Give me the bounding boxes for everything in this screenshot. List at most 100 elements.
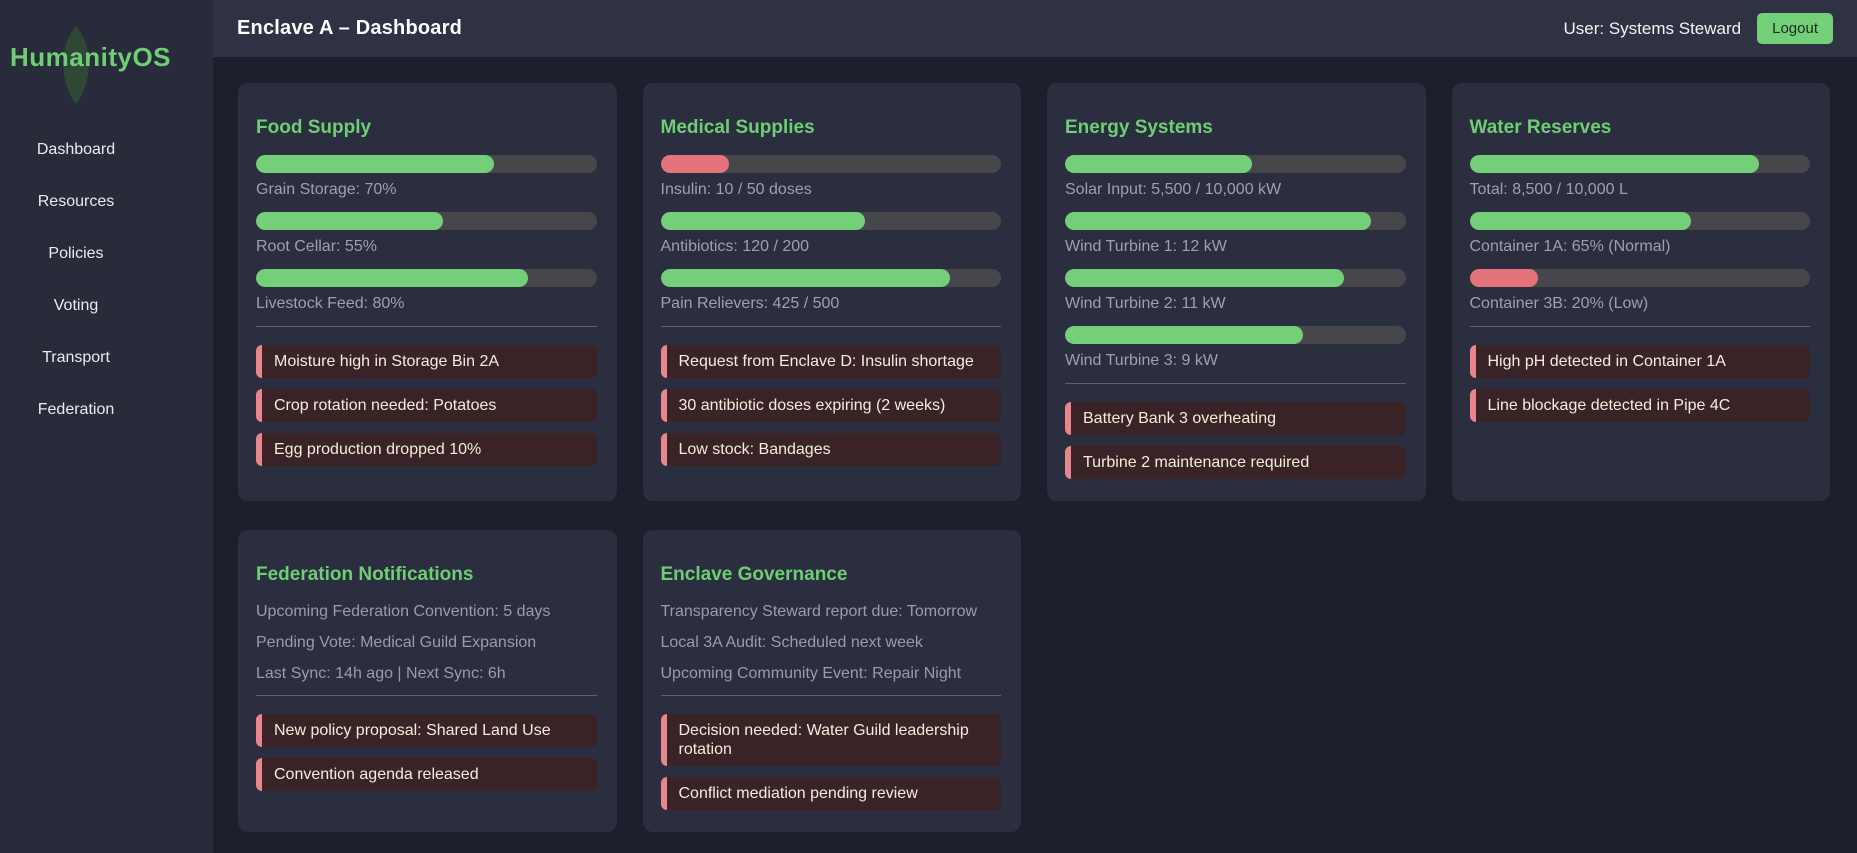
alert-item: Convention agenda released [256,758,597,791]
progress-bar-fill [256,212,444,230]
progress-bar-label: Wind Turbine 3: 9 kW [1065,352,1218,369]
card-energy-systems: Energy Systems Solar Input: 5,500 / 10,0… [1047,83,1426,501]
card-title: Water Reserves [1469,117,1612,138]
card-divider [1469,326,1810,327]
progress-bar-track [1065,212,1406,230]
sidebar-item-federation[interactable]: Federation [37,401,115,418]
progress-bar-label: Solar Input: 5,500 / 10,000 kW [1065,181,1282,198]
progress-block: Root Cellar: 55% [256,212,597,256]
card-food-supply: Food Supply Grain Storage: 70% Root Cella… [238,83,617,501]
alert-item: Battery Bank 3 overheating [1065,402,1406,435]
progress-bar-fill [1469,155,1759,173]
progress-bar-label: Container 3B: 20% (Low) [1469,295,1649,312]
leaf-icon [63,26,89,104]
sidebar-nav: Dashboard Resources Policies Voting Tran… [0,124,152,436]
card-bars: Total: 8,500 / 10,000 L Container 1A: 65%… [1469,155,1810,313]
progress-bar-label: Container 1A: 65% (Normal) [1469,238,1671,255]
progress-bar-track [660,212,1001,230]
card-medical-supplies: Medical Supplies Insulin: 10 / 50 doses A… [642,83,1021,501]
progress-block: Container 1A: 65% (Normal) [1469,212,1810,256]
progress-block: Wind Turbine 3: 9 kW [1065,326,1406,370]
progress-bar-label: Insulin: 10 / 50 doses [660,181,812,198]
alert-item: Egg production dropped 10% [256,433,597,466]
header-right: User: Systems Steward Logout [1564,13,1833,44]
progress-bar-fill [256,155,495,173]
progress-bar-fill [256,269,529,287]
progress-block: Livestock Feed: 80% [256,269,597,313]
sidebar-item-transport[interactable]: Transport [42,349,110,366]
progress-block: Pain Relievers: 425 / 500 [660,269,1001,313]
card-enclave-governance: Enclave Governance Transparency Steward … [642,530,1021,832]
card-title: Federation Notifications [256,564,474,585]
info-line: Last Sync: 14h ago | Next Sync: 6h [256,665,506,682]
card-title: Food Supply [256,117,372,138]
card-alerts: Battery Bank 3 overheating Turbine 2 main… [1065,402,1406,479]
alert-item: Turbine 2 maintenance required [1065,446,1406,479]
alert-item: Request from Enclave D: Insulin shortage [660,345,1001,378]
alert-item: Moisture high in Storage Bin 2A [256,345,597,378]
progress-bar-fill [1469,269,1538,287]
progress-block: Wind Turbine 1: 12 kW [1065,212,1406,256]
progress-bar-label: Pain Relievers: 425 / 500 [660,295,840,312]
progress-block: Solar Input: 5,500 / 10,000 kW [1065,155,1406,199]
info-line: Transparency Steward report due: Tomorro… [660,603,978,620]
card-title: Enclave Governance [660,564,848,585]
alert-item: Crop rotation needed: Potatoes [256,389,597,422]
sidebar-item-voting[interactable]: Voting [53,297,99,314]
progress-bar-label: Total: 8,500 / 10,000 L [1469,181,1628,198]
alert-item: High pH detected in Container 1A [1469,345,1810,378]
progress-bar-fill [660,212,865,230]
progress-bar-track [256,155,597,173]
progress-bar-fill [1469,212,1691,230]
sidebar-item-resources[interactable]: Resources [37,193,115,210]
app-logo: HumanityOS [0,0,213,112]
card-info: Transparency Steward report due: Tomorro… [661,602,1002,683]
progress-block: Wind Turbine 2: 11 kW [1065,269,1406,313]
card-water-reserves: Water Reserves Total: 8,500 / 10,000 L Co… [1451,83,1830,501]
card-alerts: Request from Enclave D: Insulin shortage… [660,345,1001,466]
alert-item: Conflict mediation pending review [660,777,1001,810]
progress-bar-label: Livestock Feed: 80% [256,295,405,312]
card-divider [660,326,1001,327]
progress-bar-fill [1065,269,1345,287]
card-bars: Grain Storage: 70% Root Cellar: 55% Livest… [256,155,597,313]
card-federation-notifications: Federation Notifications Upcoming Federa… [238,530,617,832]
card-alerts: Moisture high in Storage Bin 2A Crop rota… [256,345,597,466]
progress-bar-label: Grain Storage: 70% [256,181,397,198]
info-line: Upcoming Community Event: Repair Night [660,665,962,682]
main-area: Food Supply Grain Storage: 70% Root Cella… [213,57,1857,853]
header: Enclave A – Dashboard User: Systems Stew… [213,0,1857,57]
progress-bar-track [1469,212,1810,230]
progress-bar-label: Wind Turbine 2: 11 kW [1065,295,1226,312]
card-alerts: High pH detected in Container 1A Line blo… [1469,345,1810,422]
alert-item: Low stock: Bandages [660,433,1001,466]
progress-block: Container 3B: 20% (Low) [1469,269,1810,313]
progress-block: Insulin: 10 / 50 doses [660,155,1001,199]
alert-item: Line blockage detected in Pipe 4C [1469,389,1810,422]
progress-bar-fill [660,269,950,287]
progress-bar-track [1065,155,1406,173]
progress-bar-track [256,269,597,287]
progress-bar-fill [1065,326,1304,344]
card-title: Energy Systems [1065,117,1213,138]
sidebar-item-dashboard[interactable]: Dashboard [36,141,116,158]
page-title: Enclave A – Dashboard [237,17,463,39]
progress-bar-fill [1065,155,1253,173]
info-line: Local 3A Audit: Scheduled next week [660,634,923,651]
sidebar-item-policies[interactable]: Policies [48,245,104,262]
progress-bar-label: Wind Turbine 1: 12 kW [1065,238,1227,255]
progress-bar-track [256,212,597,230]
progress-bar-label: Antibiotics: 120 / 200 [660,238,810,255]
card-divider [1065,383,1406,384]
card-bars: Solar Input: 5,500 / 10,000 kW Wind Turbi… [1065,155,1406,370]
logout-button[interactable]: Logout [1757,13,1833,44]
progress-bar-label: Root Cellar: 55% [256,238,377,255]
progress-block: Total: 8,500 / 10,000 L [1469,155,1810,199]
info-line: Upcoming Federation Convention: 5 days [256,603,551,620]
progress-bar-track [1065,326,1406,344]
progress-bar-fill [1065,212,1372,230]
card-title: Medical Supplies [660,117,815,138]
alert-item: 30 antibiotic doses expiring (2 weeks) [660,389,1001,422]
alert-item: New policy proposal: Shared Land Use [256,714,597,747]
progress-bar-track [660,269,1001,287]
